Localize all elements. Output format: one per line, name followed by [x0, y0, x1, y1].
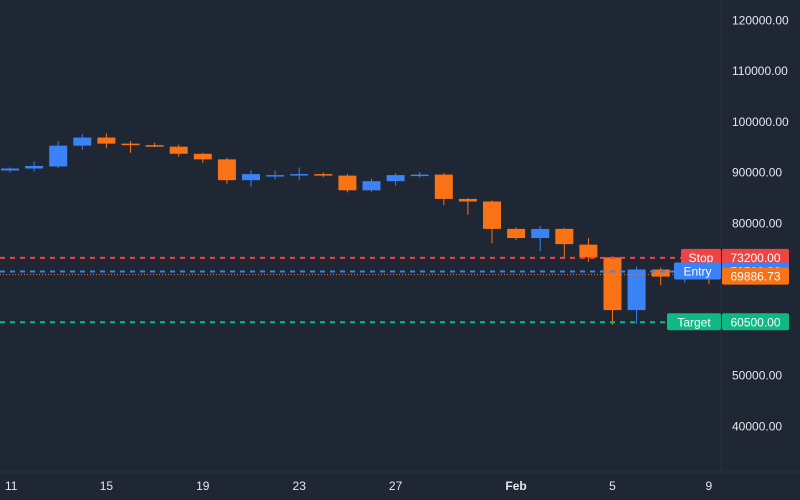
target-tag-label: Target — [677, 315, 711, 329]
candle-body — [627, 269, 646, 311]
candle[interactable] — [49, 141, 68, 168]
time-tick-label: 11 — [5, 479, 18, 493]
candle-body — [651, 269, 670, 277]
candle[interactable] — [25, 161, 44, 172]
candle[interactable] — [145, 142, 164, 148]
candle[interactable] — [651, 267, 670, 286]
candle-body — [145, 145, 164, 147]
candle[interactable] — [1, 167, 19, 173]
price-labels-layer: Stop73200.00Entry70500.00Target60500.006… — [667, 248, 789, 331]
candle[interactable] — [555, 227, 574, 259]
last-price-tag-label: 69886.73 — [730, 270, 780, 284]
candle[interactable] — [458, 197, 477, 215]
candle-body — [290, 174, 309, 176]
candle[interactable] — [603, 256, 622, 325]
candle[interactable] — [314, 172, 333, 178]
levels-layer — [0, 256, 721, 324]
price-tick-label: 50000.00 — [732, 369, 782, 383]
time-tick-label: 9 — [706, 479, 713, 493]
time-tick-label: 19 — [196, 479, 210, 493]
candle-body — [169, 146, 188, 154]
candle-body — [410, 174, 429, 177]
candle[interactable] — [290, 167, 309, 181]
stop-tag-bg — [681, 248, 721, 266]
candle-body — [386, 175, 405, 182]
candle[interactable] — [97, 133, 116, 149]
candle-body — [97, 137, 116, 144]
candle[interactable] — [434, 173, 453, 206]
time-tick-label: 5 — [609, 479, 616, 493]
candle[interactable] — [410, 172, 429, 178]
price-axis[interactable]: 40000.0050000.0060000.0070000.0080000.00… — [732, 13, 789, 433]
candle-body — [362, 181, 381, 191]
candle-body — [555, 228, 574, 245]
price-tick-label: 40000.00 — [732, 419, 782, 433]
candle-body — [338, 175, 357, 191]
price-tick-label: 80000.00 — [732, 216, 782, 230]
time-tick-label: 27 — [389, 479, 403, 493]
candle[interactable] — [627, 266, 646, 324]
candle[interactable] — [579, 238, 598, 262]
candle-body — [314, 174, 333, 176]
candle-body — [73, 137, 92, 146]
candle-body — [217, 159, 236, 181]
price-tick-label: 90000.00 — [732, 166, 782, 180]
candle[interactable] — [362, 178, 381, 192]
candle-body — [1, 168, 19, 171]
candle-body — [49, 145, 68, 167]
candle[interactable] — [531, 225, 550, 252]
time-tick-label: 23 — [293, 479, 307, 493]
price-tick-label: 120000.00 — [732, 13, 789, 27]
candle-body — [531, 228, 550, 239]
time-tick-label: Feb — [505, 479, 526, 493]
candle[interactable] — [338, 174, 357, 193]
candle[interactable] — [507, 227, 526, 241]
candle-body — [25, 165, 44, 169]
candle-body — [458, 198, 477, 202]
stop-tag-label: Stop — [689, 251, 714, 265]
last-price-tag-bg — [722, 267, 789, 285]
candle-body — [483, 201, 501, 229]
candle-body — [121, 143, 140, 146]
target-value-tag-bg — [722, 313, 789, 331]
time-axis[interactable]: 11 15 19 23 27 Feb 5 9 — [5, 479, 713, 493]
candle[interactable] — [169, 144, 188, 157]
candle-body — [434, 174, 453, 199]
candle[interactable] — [386, 173, 405, 186]
entry-tag-label: Entry — [683, 265, 711, 279]
target-value-tag-label: 60500.00 — [730, 315, 780, 329]
candle[interactable] — [73, 133, 92, 150]
stop-value-tag-label: 73200.00 — [730, 251, 780, 265]
candle-body — [507, 228, 526, 239]
price-tick-label: 110000.00 — [732, 64, 788, 78]
candle-body — [242, 174, 260, 181]
candle[interactable] — [266, 170, 285, 180]
candle-body — [603, 257, 622, 311]
candle[interactable] — [483, 200, 501, 244]
price-tick-label: 100000.00 — [732, 115, 789, 129]
candle[interactable] — [193, 152, 212, 163]
candle-body — [579, 244, 598, 258]
candle[interactable] — [217, 157, 236, 184]
entry-tag-bg — [674, 262, 721, 280]
candle-body — [266, 175, 285, 177]
candle[interactable] — [242, 170, 260, 187]
time-tick-label: 15 — [100, 479, 114, 493]
stop-value-tag-bg — [722, 248, 789, 266]
candle[interactable] — [121, 141, 140, 153]
target-tag-bg — [667, 313, 721, 331]
candle-body — [193, 153, 212, 160]
